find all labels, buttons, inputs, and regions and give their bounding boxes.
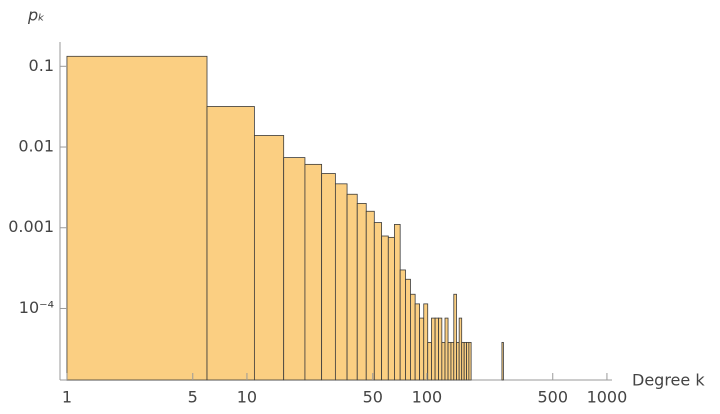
bar [450, 341, 455, 381]
bar [253, 135, 285, 381]
bar [283, 157, 306, 381]
bar [453, 293, 457, 381]
bar [447, 341, 452, 381]
x-tick-label: 1 [62, 388, 72, 407]
bar [444, 317, 449, 381]
bar [365, 210, 375, 381]
bar [468, 341, 472, 381]
y-tick-label: 0.001 [8, 217, 54, 236]
bar [434, 317, 439, 381]
x-tick-label: 50 [363, 388, 383, 407]
bar [441, 341, 446, 381]
y-tick-label: 0.01 [18, 137, 54, 156]
x-tick-label: 100 [412, 388, 443, 407]
bar [427, 341, 432, 381]
bar [419, 317, 425, 381]
bar [394, 224, 401, 381]
bar [356, 203, 367, 381]
bar [431, 317, 436, 381]
y-tick-label: 10⁻⁴ [19, 298, 54, 317]
bar [206, 106, 255, 381]
bar [405, 278, 411, 381]
bar [321, 173, 336, 381]
bar [410, 293, 416, 381]
y-axis-label: pₖ [27, 6, 45, 25]
bar [304, 163, 323, 381]
bar [438, 317, 443, 381]
x-tick-label: 1000 [587, 388, 628, 407]
bar [66, 55, 208, 381]
x-tick-label: 5 [188, 388, 198, 407]
bar [387, 236, 395, 381]
bar [399, 269, 406, 381]
x-tick-label: 500 [537, 388, 568, 407]
bar [346, 193, 358, 381]
bar [373, 222, 383, 381]
bar [334, 183, 348, 381]
y-tick-label: 0.1 [29, 56, 54, 75]
x-axis-label: Degree k [632, 371, 705, 390]
x-tick-label: 10 [237, 388, 257, 407]
bar [423, 303, 429, 381]
bar [501, 341, 504, 381]
bar [381, 235, 389, 381]
bar [414, 303, 420, 381]
